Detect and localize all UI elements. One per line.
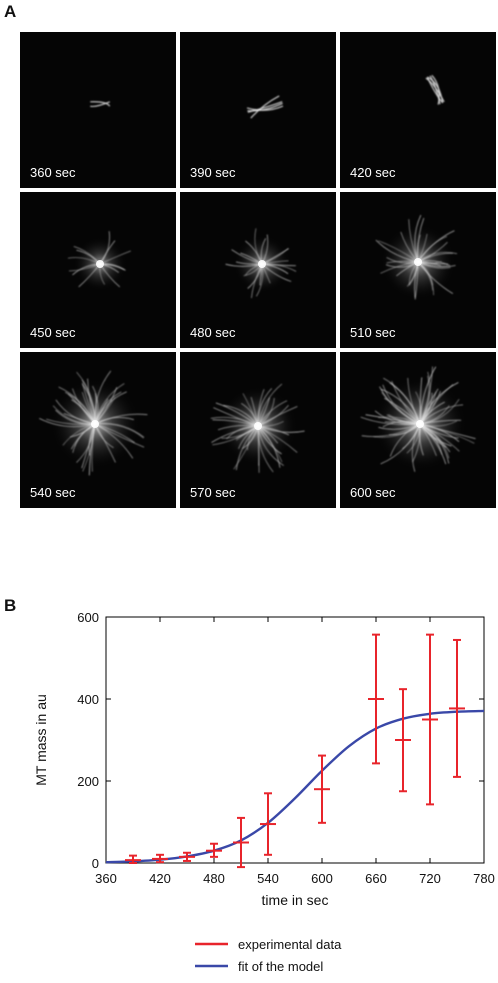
micrograph-grid: 360 sec 390 sec 420 sec 450 sec 480 sec 510 s… xyxy=(20,32,496,508)
data-point-errorbar xyxy=(422,633,438,806)
time-label: 390 sec xyxy=(190,165,236,180)
microtubule-aster-image xyxy=(39,370,148,476)
data-point-errorbar xyxy=(449,638,465,778)
micrograph-tile: 540 sec xyxy=(20,352,176,508)
x-tick-label: 540 xyxy=(257,871,279,886)
data-point-errorbar xyxy=(233,816,249,869)
micrograph-tile: 450 sec xyxy=(20,192,176,348)
series-line-model-fit xyxy=(105,709,485,864)
panel-a-label: A xyxy=(4,2,17,21)
micrograph-tile: 570 sec xyxy=(180,352,336,508)
micrograph-tile: 360 sec xyxy=(20,32,176,188)
mt-mass-chart: 360 420 480 540 600 660 720 780 0 200 400 600 time i… xyxy=(33,610,495,974)
y-tick-label: 200 xyxy=(77,774,99,789)
y-axis-label: MT mass in au xyxy=(33,694,49,786)
microtubule-aster-image xyxy=(90,101,111,108)
data-point-errorbar xyxy=(206,842,222,858)
data-point-errorbar xyxy=(368,633,384,765)
y-tick-label: 600 xyxy=(77,610,99,625)
microtubule-aster-image xyxy=(67,231,131,291)
time-label: 540 sec xyxy=(30,485,76,500)
legend-entry: fit of the model xyxy=(238,959,323,974)
data-point-errorbar xyxy=(152,853,168,864)
micrograph-tile: 600 sec xyxy=(340,352,496,508)
time-label: 450 sec xyxy=(30,325,76,340)
data-point-errorbar xyxy=(314,754,330,824)
micrograph-tile: 420 sec xyxy=(340,32,496,188)
legend-entry: experimental data xyxy=(238,937,342,952)
x-tick-label: 600 xyxy=(311,871,333,886)
legend: experimental data fit of the model xyxy=(195,937,342,974)
data-point-errorbar xyxy=(260,792,276,856)
panel-b-label: B xyxy=(4,596,17,615)
micrograph-tile: 510 sec xyxy=(340,192,496,348)
x-tick-label: 480 xyxy=(203,871,225,886)
y-tick-label: 0 xyxy=(92,856,99,871)
micrograph-tile: 390 sec xyxy=(180,32,336,188)
data-point-errorbar xyxy=(179,851,195,862)
microtubule-aster-image xyxy=(210,383,305,473)
microtubule-aster-image xyxy=(425,74,445,105)
microtubule-aster-image xyxy=(360,366,476,472)
microtubule-aster-image xyxy=(225,228,297,299)
data-point-errorbar xyxy=(125,854,141,864)
plot-frame xyxy=(105,616,485,864)
microtubule-aster-image xyxy=(246,95,284,119)
time-label: 510 sec xyxy=(350,325,396,340)
micrograph-tile: 480 sec xyxy=(180,192,336,348)
x-tick-label: 420 xyxy=(149,871,171,886)
y-tick-label: 400 xyxy=(77,692,99,707)
x-tick-label: 720 xyxy=(419,871,441,886)
time-label: 420 sec xyxy=(350,165,396,180)
x-tick-label: 780 xyxy=(473,871,495,886)
time-label: 360 sec xyxy=(30,165,76,180)
time-label: 600 sec xyxy=(350,485,396,500)
x-tick-label: 360 xyxy=(95,871,117,886)
time-label: 570 sec xyxy=(190,485,236,500)
microtubule-aster-image xyxy=(375,214,458,300)
x-axis-label: time in sec xyxy=(262,892,329,908)
data-point-errorbar xyxy=(395,688,411,793)
x-tick-label: 660 xyxy=(365,871,387,886)
time-label: 480 sec xyxy=(190,325,236,340)
